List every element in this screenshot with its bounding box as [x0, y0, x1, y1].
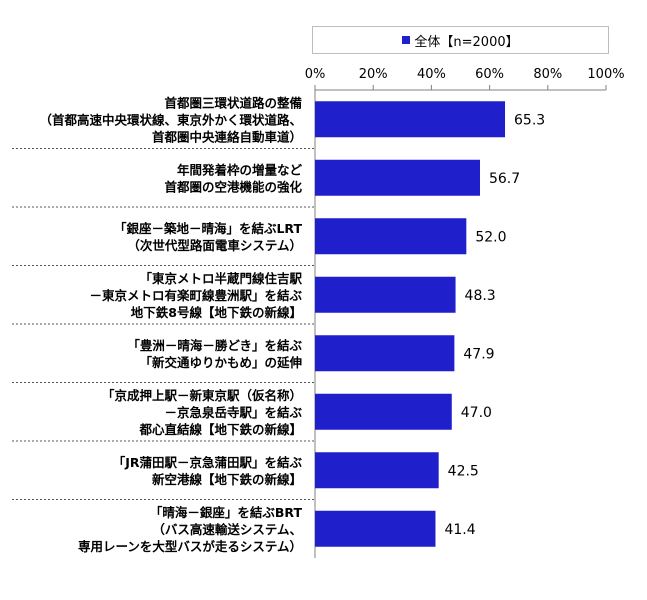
bar: [315, 335, 455, 372]
x-tick-label: 0%: [305, 67, 326, 82]
x-tick-label: 40%: [417, 67, 446, 82]
value-label: 48.3: [465, 288, 496, 304]
x-tick-label: 80%: [533, 67, 562, 82]
category-label: －京急泉岳寺駅」を結ぶ: [164, 405, 302, 420]
category-label: 専用レーンを大型バスが走るシステム）: [78, 539, 302, 554]
category-label: 「豊洲－晴海－勝どき」を結ぶ: [127, 338, 302, 353]
bar: [315, 101, 506, 138]
legend-label: 全体【n=2000】: [414, 34, 519, 50]
x-tick-label: 60%: [475, 67, 504, 82]
category-label: 首都圏三環状道路の整備: [164, 95, 302, 110]
value-label: 41.4: [444, 522, 475, 538]
category-label: （次世代型路面電車システム）: [127, 238, 302, 253]
category-label: 「銀座－築地－晴海」を結ぶLRT: [114, 221, 303, 236]
bar: [315, 510, 436, 547]
category-label: （バス高速輸送システム、: [152, 522, 302, 537]
category-label: 都心直結線【地下鉄の新線】: [138, 422, 302, 437]
legend-swatch: [402, 36, 411, 44]
category-label: 「京成押上駅－新東京駅（仮名称）: [102, 388, 302, 403]
value-label: 42.5: [448, 463, 479, 479]
value-label: 47.9: [463, 346, 494, 362]
value-label: 56.7: [489, 171, 520, 187]
value-label: 47.0: [461, 405, 492, 421]
bar: [315, 452, 439, 489]
category-label: 首都圏の空港機能の強化: [164, 179, 302, 194]
x-tick-label: 20%: [359, 67, 388, 82]
category-label: （首都高速中央環状線、東京外かく環状道路、: [39, 112, 302, 127]
category-label: 首都圏中央連絡自動車道）: [152, 129, 302, 144]
category-label: 「東京メトロ半蔵門線住吉駅: [139, 271, 302, 286]
bar: [315, 393, 452, 430]
value-label: 65.3: [514, 112, 545, 128]
category-label: 「JR蒲田駅－京急蒲田駅」を結ぶ: [113, 455, 303, 470]
category-label: 「新交通ゆりかもめ」の延伸: [139, 355, 302, 370]
x-tick-label: 100%: [587, 67, 624, 82]
bar: [315, 276, 456, 313]
category-label: －東京メトロ有楽町線豊洲駅」を結ぶ: [89, 288, 302, 303]
bar: [315, 159, 480, 196]
category-label: 新空港線【地下鉄の新線】: [152, 472, 302, 487]
category-label: 地下鉄8号線【地下鉄の新線】: [131, 305, 302, 320]
value-label: 52.0: [475, 229, 506, 245]
category-label: 年間発着枠の増量など: [177, 162, 303, 177]
category-label: 「晴海－銀座」を結ぶBRT: [150, 505, 303, 520]
legend: 全体【n=2000】: [312, 26, 609, 54]
bar: [315, 218, 467, 255]
